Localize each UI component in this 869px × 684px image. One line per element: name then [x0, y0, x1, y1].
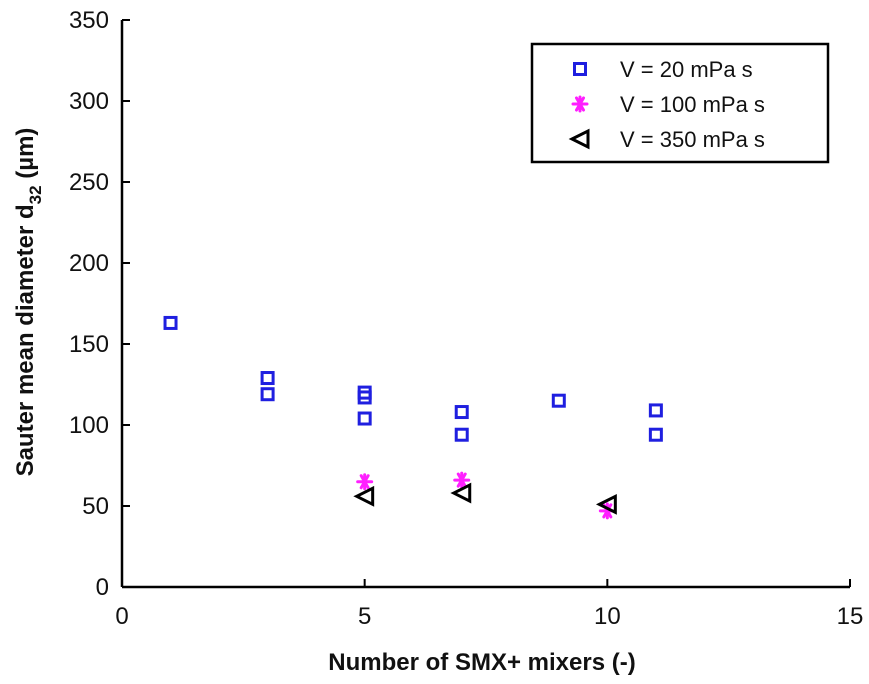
- data-point: [357, 411, 372, 426]
- data-point: [163, 315, 178, 330]
- data-point: [356, 473, 374, 491]
- series-3: [353, 482, 617, 515]
- y-axis-title-main: Sauter mean diameter d: [12, 204, 39, 476]
- data-point: [260, 371, 275, 386]
- x-axis-title: Number of SMX+ mixers (-): [328, 649, 635, 676]
- data-point: [450, 482, 472, 504]
- data-point: [648, 427, 663, 442]
- data-point: [595, 493, 617, 515]
- data-point: [453, 471, 471, 489]
- data-point: [357, 390, 372, 405]
- axes: [120, 19, 851, 589]
- series-2: [356, 471, 616, 520]
- legend-marker: [573, 62, 587, 76]
- x-tick-label: 10: [594, 603, 621, 630]
- y-tick-label: 200: [69, 250, 109, 277]
- legend-item: V = 350 mPa s: [568, 127, 765, 152]
- series-1: [163, 315, 663, 442]
- legend-label: V = 350 mPa s: [620, 127, 765, 152]
- data-point: [454, 405, 469, 420]
- y-tick-label: 50: [82, 493, 109, 520]
- x-tick-label: 15: [837, 603, 864, 630]
- x-tick-label: 0: [115, 603, 128, 630]
- y-tick-label: 100: [69, 412, 109, 439]
- data-point: [454, 427, 469, 442]
- y-axis-title: Sauter mean diameter d32 (µm): [12, 128, 45, 477]
- legend-item: V = 20 mPa s: [573, 57, 753, 82]
- data-point: [648, 403, 663, 418]
- data-point: [260, 387, 275, 402]
- y-tick-label: 250: [69, 169, 109, 196]
- data-point: [353, 485, 375, 507]
- data-point: [551, 393, 566, 408]
- y-tick-label: 0: [96, 574, 109, 601]
- legend-marker: [568, 128, 590, 150]
- legend-marker: [571, 95, 589, 113]
- y-axis-title-unit: (µm): [12, 128, 39, 186]
- data-points: [163, 315, 663, 520]
- legend-label: V = 20 mPa s: [620, 57, 753, 82]
- y-tick-label: 150: [69, 331, 109, 358]
- y-axis-title-subscript: 32: [26, 185, 45, 204]
- legend-label: V = 100 mPa s: [620, 92, 765, 117]
- legend-item: V = 100 mPa s: [571, 92, 765, 117]
- y-tick-label: 300: [69, 88, 109, 115]
- legend: V = 20 mPa s V = 100 mPa s V = 350 mPa s: [530, 42, 830, 164]
- y-tick-label: 350: [69, 7, 109, 34]
- x-tick-label: 5: [358, 603, 371, 630]
